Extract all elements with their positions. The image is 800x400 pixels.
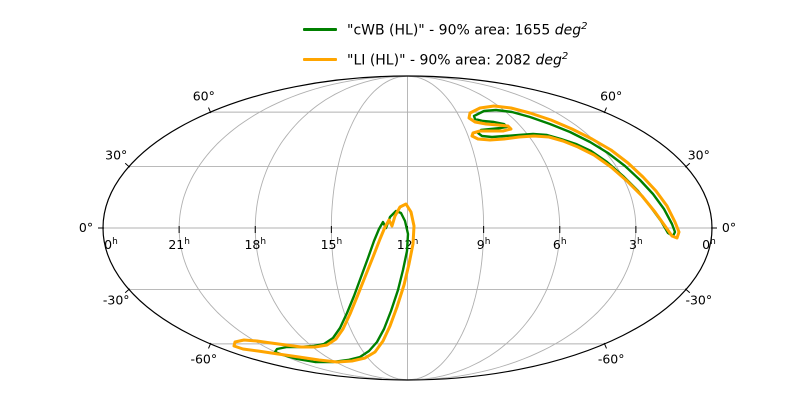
- dec-tick: [124, 288, 131, 294]
- dec-tick: [208, 342, 212, 349]
- dec-tick: [684, 288, 691, 294]
- legend-label-li: "LI (HL)" - 90% area: 2082 deg2: [347, 50, 569, 69]
- legend-line-swatch-cwb: [303, 28, 337, 31]
- dec-tick-label-right: 0°: [722, 220, 736, 235]
- dec-tick-label-left: 30°: [105, 147, 127, 162]
- dec-tick: [603, 342, 607, 349]
- legend-label-cwb: "cWB (HL)" - 90% area: 1655 deg2: [347, 20, 588, 39]
- legend-line-swatch-li: [303, 58, 337, 61]
- dec-tick-label-left: -30°: [103, 293, 130, 308]
- ra-tick-label: 0h: [702, 237, 716, 252]
- contour-li-hl-: [467, 104, 681, 240]
- dec-tick-label-right: 60°: [600, 88, 622, 103]
- ra-tick-label: 18h: [244, 237, 266, 252]
- legend-entry-li-hl: "LI (HL)" - 90% area: 2082 deg2: [303, 48, 587, 71]
- ra-tick-label: 3h: [629, 237, 643, 252]
- dec-tick: [684, 162, 691, 168]
- ra-tick-label: 21h: [168, 237, 190, 252]
- legend: "cWB (HL)" - 90% area: 1655 deg2 "LI (HL…: [303, 18, 587, 78]
- dec-tick-label-left: 0°: [79, 220, 93, 235]
- ra-tick-label: 15h: [321, 237, 343, 252]
- dec-tick-label-right: 30°: [688, 147, 710, 162]
- ra-tick-label: 9h: [477, 237, 491, 252]
- dec-tick-label-right: -60°: [598, 352, 625, 367]
- ra-tick-label: 6h: [553, 237, 567, 252]
- dec-tick-label-left: 60°: [193, 88, 215, 103]
- dec-tick: [208, 107, 212, 114]
- contour-cwb-hl-: [273, 209, 410, 364]
- dec-tick: [603, 107, 607, 114]
- dec-tick: [124, 162, 131, 168]
- contour-li-hl-: [232, 202, 416, 364]
- dec-tick-label-right: -30°: [685, 293, 712, 308]
- ra-tick-label: 0h: [104, 237, 118, 252]
- legend-entry-cwb-hl: "cWB (HL)" - 90% area: 1655 deg2: [303, 18, 587, 41]
- dec-tick-label-left: -60°: [190, 352, 217, 367]
